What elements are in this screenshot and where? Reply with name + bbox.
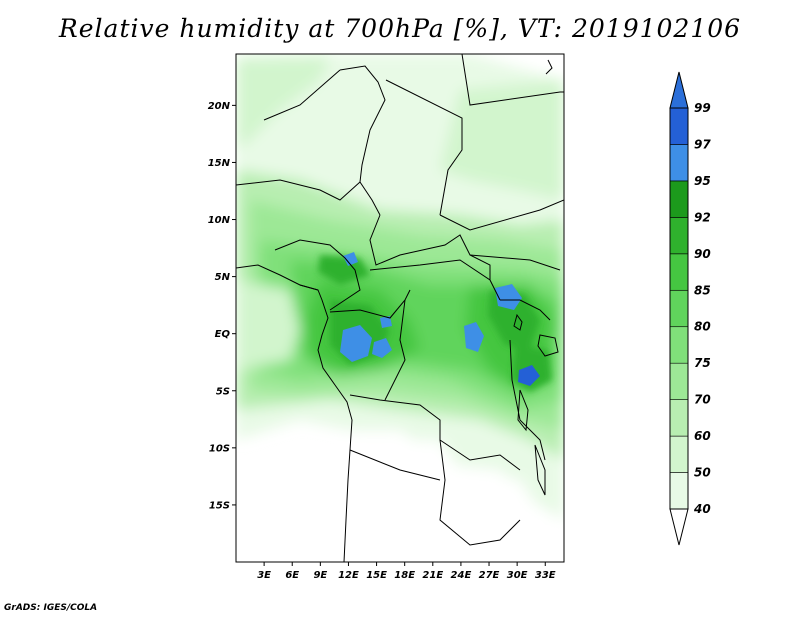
lon-label: 9E [313, 570, 327, 581]
colorbar-segment [669, 144, 689, 182]
lat-label: 15S [209, 500, 230, 511]
colorbar-label: 97 [694, 137, 711, 151]
colorbar-max-triangle [669, 71, 689, 109]
colorbar-label: 50 [694, 466, 711, 480]
colorbar-label: 95 [694, 174, 711, 188]
latitude-axis: 20N 15N 10N 5N EQ 5S 10S 15S [208, 101, 236, 511]
country-boundaries [236, 54, 564, 562]
longitude-axis: 3E 6E 9E 12E 15E 18E 21E 24E 27E 30E 33E [257, 562, 556, 581]
colorbar-segment [669, 289, 689, 328]
lon-label: 3E [257, 570, 271, 581]
lat-label: 20N [208, 101, 231, 112]
colorbar-segment [669, 107, 689, 145]
colorbar-label: 70 [694, 393, 711, 407]
lat-label: 15N [208, 158, 231, 169]
colorbar-label: 75 [694, 356, 711, 370]
lon-label: 30E [507, 570, 528, 581]
lon-label: 6E [285, 570, 299, 581]
lon-label: 24E [451, 570, 472, 581]
lat-label: 10N [208, 215, 231, 226]
humidity-field [236, 54, 564, 562]
colorbar-label: 40 [693, 502, 711, 516]
colorbar-label: 99 [694, 101, 711, 115]
colorbar-label: 92 [694, 210, 711, 224]
colorbar-segment [669, 217, 689, 255]
lon-label: 33E [535, 570, 556, 581]
colorbar-segment [669, 253, 689, 291]
colorbar-label: 85 [694, 283, 711, 297]
lon-label: 21E [422, 570, 443, 581]
colorbar-label: 90 [694, 247, 711, 261]
colorbar-frame [669, 107, 689, 510]
colorbar-segment [669, 326, 689, 364]
grads-credit: GrADS: IGES/COLA [4, 603, 98, 613]
lon-label: 12E [338, 570, 359, 581]
colorbar-segment [669, 399, 689, 437]
colorbar-segment [669, 435, 689, 473]
colorbar-min-triangle [669, 508, 689, 546]
lat-label: 10S [209, 443, 230, 454]
colorbar-segment [669, 180, 689, 218]
colorbar-label: 60 [694, 429, 711, 443]
colorbar: 40 50 60 70 75 80 85 90 92 95 97 99 [669, 71, 711, 546]
lon-label: 18E [394, 570, 415, 581]
colorbar-segment [669, 362, 689, 400]
plot-frame [235, 53, 565, 563]
lat-label: EQ [215, 329, 231, 340]
lon-label: 27E [479, 570, 500, 581]
colorbar-segment [669, 472, 689, 510]
lat-label: 5N [215, 272, 231, 283]
colorbar-label: 80 [694, 320, 711, 334]
lat-label: 5S [216, 386, 230, 397]
lon-label: 15E [366, 570, 387, 581]
map-title: Relative humidity at 700hPa [%], VT: 201… [58, 14, 742, 43]
